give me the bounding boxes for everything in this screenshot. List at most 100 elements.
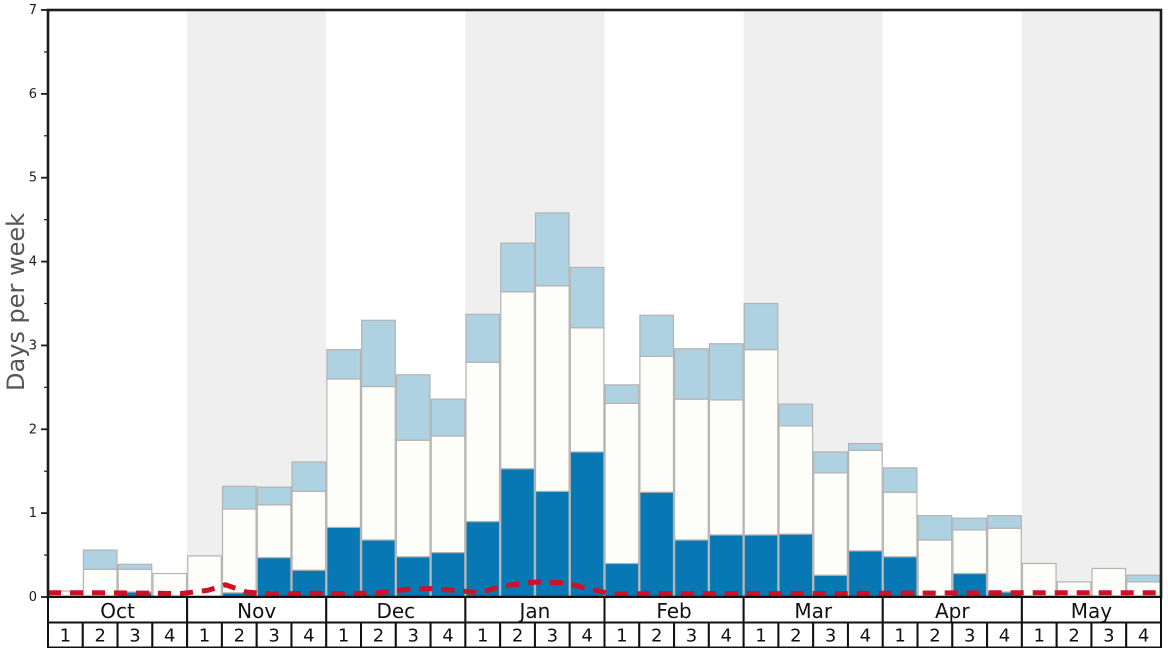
month-band [1021,10,1161,597]
week-label: 2 [94,626,105,647]
bar-segment-light_blue_days [708,343,744,401]
week-label: 3 [268,626,279,647]
bar-segment-light_blue_days [82,549,118,570]
bar-segment-white_days [639,355,675,493]
bar-segment-light_blue_days [847,442,883,451]
y-tick-label: 6 [29,87,37,102]
bar-segment-dark_blue_days [256,556,292,598]
week-label: 3 [129,626,140,647]
month-label: Dec [376,599,415,623]
week-cell [1125,621,1162,648]
month-cell [742,596,884,624]
week-label: 2 [1068,626,1079,647]
bar-segment-white_days [604,402,640,565]
bar-segment-dark_blue_days [882,556,918,598]
y-tick-label: 1 [29,506,37,521]
month-label: Mar [794,599,833,623]
bar-segment-white_days [291,490,327,571]
week-label: 1 [755,626,766,647]
bar-segment-light_blue_days [604,384,640,404]
bar-segment-light_blue_days [569,266,605,329]
month-label: Feb [656,599,691,623]
bar-segment-light_blue_days [256,486,292,506]
week-label: 4 [721,626,732,647]
week-label: 2 [790,626,801,647]
bar-segment-light_blue_days [291,461,327,492]
y-axis-title: Days per week [2,213,30,391]
y-tick-label: 3 [29,338,37,353]
bar-segment-dark_blue_days [569,451,605,598]
week-label: 3 [547,626,558,647]
bar-segment-light_blue_days [743,302,779,351]
y-tick-label: 5 [29,171,37,186]
week-label: 4 [303,626,314,647]
bar-segment-light_blue_days [534,212,570,287]
bar-segment-light_blue_days [778,403,814,427]
month-label: Oct [100,599,135,623]
month-label: Nov [237,599,276,623]
bar-segment-white_days [917,539,953,598]
bar-segment-light_blue_days [500,242,535,293]
bar-segment-light_blue_days [639,314,675,357]
week-cell [81,621,119,648]
week-label: 2 [373,626,384,647]
week-cell [220,621,258,648]
month-band [48,10,188,597]
week-label: 1 [477,626,488,647]
bar-segment-white_days [674,398,709,541]
week-label: 1 [60,626,71,647]
week-label: 4 [442,626,453,647]
bar-segment-light_blue_days [395,374,431,441]
week-label: 1 [1034,626,1045,647]
bar-segment-white_days [361,385,396,541]
bar-segment-white_days [708,399,744,536]
bar-segment-light_blue_days [987,515,1022,529]
week-label: 3 [1103,626,1114,647]
bar-segment-dark_blue_days [708,534,744,598]
week-label: 1 [199,626,210,647]
bar-segment-white_days [465,361,501,523]
bar-segment-white_days [256,504,292,559]
bar-segment-dark_blue_days [847,550,883,598]
week-cell [1055,621,1093,648]
bar-segment-white_days [534,285,570,492]
week-cell [673,621,710,648]
bar-segment-light_blue_days [1126,574,1161,583]
bar-segment-dark_blue_days [361,539,396,598]
bar-segment-white_days [813,472,848,576]
bar-segment-light_blue_days [674,348,709,400]
y-tick-label: 4 [29,255,37,270]
bar-segment-light_blue_days [430,398,466,437]
week-cell [707,621,745,648]
bar-segment-dark_blue_days [674,539,709,598]
week-label: 4 [1138,626,1149,647]
bar-segment-dark_blue_days [743,534,779,598]
bar-segment-white_days [395,439,431,558]
bar-segment-white_days [987,527,1022,593]
bar-segment-dark_blue_days [500,468,535,598]
month-label: May [1071,599,1113,623]
week-label: 1 [616,626,627,647]
week-label: 3 [964,626,975,647]
bar-segment-white_days [221,508,257,594]
bar-segment-white_days [743,349,779,536]
y-tick-label: 2 [29,422,37,437]
bar-segment-white_days [569,327,605,453]
month-cell [1020,596,1162,624]
bar-segment-white_days [778,425,814,535]
y-tick-label: 7 [29,3,37,18]
bar-segment-white_days [847,449,883,552]
week-label: 4 [581,626,592,647]
red-dashed-line [48,579,1161,597]
bar-segment-white_days [430,435,466,554]
month-label: Apr [935,599,970,623]
bar-segment-white_days [326,378,362,528]
week-cell [186,621,223,648]
week-label: 2 [929,626,940,647]
bar-segment-white_days [117,568,153,593]
month-label: Jan [518,599,551,623]
week-label: 2 [512,626,523,647]
week-label: 4 [999,626,1010,647]
